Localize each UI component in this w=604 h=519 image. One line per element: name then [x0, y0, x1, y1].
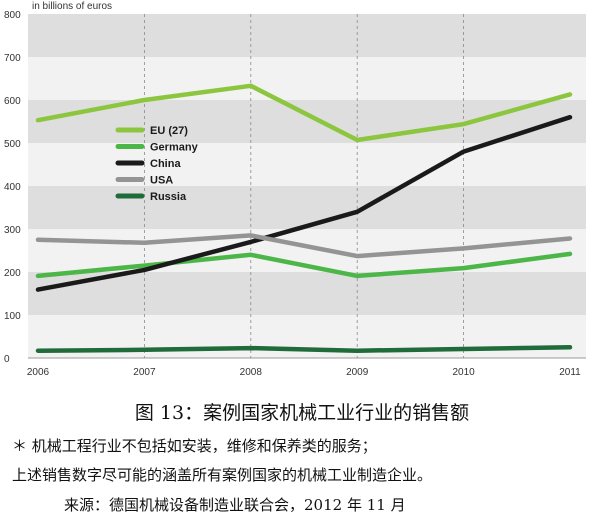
y-tick-400: 400	[4, 182, 21, 193]
y-tick-200: 200	[4, 268, 21, 279]
sales-line-chart: 0 100 200 300 400 500 600 700 800 2006 2007 2008 200…	[4, 10, 586, 378]
legend-label-germany: Germany	[150, 142, 199, 154]
band-600	[28, 57, 586, 100]
y-tick-800: 800	[4, 10, 21, 21]
source-note: 来源：德国机械设备制造业联合会，2012 年 11 月	[64, 496, 406, 514]
series-line-eu-27	[35, 83, 573, 143]
axis-tick-labels: 0 100 200 300 400 500 600 700 800 2006 2007 2008 200…	[4, 10, 581, 378]
band-700	[28, 14, 586, 57]
x-tick-2007: 2007	[133, 367, 156, 378]
series-line-russia	[35, 345, 573, 353]
unit-label: in billions of euros	[32, 1, 113, 12]
figure-caption: 图 13：案例国家机械工业行业的销售额	[134, 402, 470, 424]
y-tick-600: 600	[4, 96, 21, 107]
band-400	[28, 143, 586, 186]
y-tick-500: 500	[4, 139, 21, 150]
legend-label-usa: USA	[150, 175, 173, 187]
x-tick-2006: 2006	[27, 367, 50, 378]
y-tick-100: 100	[4, 311, 21, 322]
y-tick-0: 0	[4, 354, 10, 365]
x-tick-2010: 2010	[452, 367, 475, 378]
footnote-1: ＊ 机械工程行业不包括如安装，维修和保养类的服务；	[12, 437, 377, 455]
legend-label-eu-27: EU (27)	[150, 125, 188, 137]
band-100	[28, 272, 586, 315]
legend-label-russia: Russia	[150, 191, 187, 203]
series-line-usa	[35, 233, 573, 259]
y-tick-300: 300	[4, 225, 21, 236]
x-tick-2011: 2011	[559, 367, 581, 378]
x-tick-2008: 2008	[240, 367, 263, 378]
y-tick-700: 700	[4, 53, 21, 64]
series-line-china	[35, 114, 573, 292]
x-tick-2009: 2009	[346, 367, 369, 378]
plot-background-bands	[28, 14, 586, 359]
band-300	[28, 186, 586, 229]
series-line-germany	[35, 251, 573, 279]
band-500	[28, 100, 586, 143]
legend: EU (27) Germany China USA Russia	[115, 125, 199, 203]
legend-label-china: China	[150, 158, 181, 170]
footnote-2: 上述销售数字尽可能的涵盖所有案例国家的机械工业制造企业。	[12, 466, 433, 484]
series-lines	[35, 83, 573, 353]
